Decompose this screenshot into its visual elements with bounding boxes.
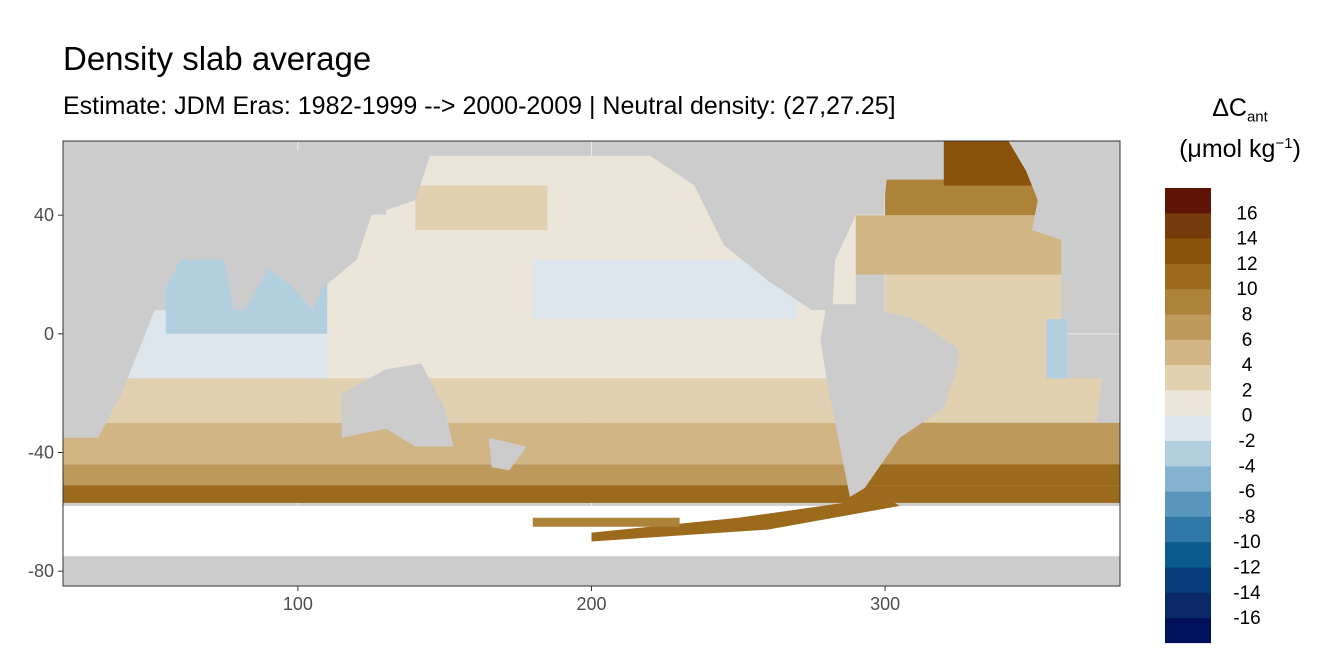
legend-label: 14 <box>1236 229 1258 250</box>
ocean-natl <box>855 215 1062 275</box>
legend-swatch <box>1165 339 1211 366</box>
legend-label: -10 <box>1233 532 1260 553</box>
x-axis: 100 200 300 <box>283 586 900 614</box>
legend-swatch <box>1165 415 1211 442</box>
land-australia <box>341 363 454 447</box>
legend-swatch <box>1165 491 1211 518</box>
legend-swatch <box>1165 567 1211 594</box>
legend-label: -8 <box>1239 507 1256 528</box>
legend-swatch <box>1165 213 1211 240</box>
legend-label: 12 <box>1236 254 1257 275</box>
land-africa-east-wrap <box>1096 348 1120 423</box>
y-tick-label: -80 <box>28 561 54 581</box>
y-tick-label: -40 <box>28 443 54 463</box>
ocean-ross <box>532 517 680 527</box>
land-europe-africa-east <box>1008 141 1120 319</box>
legend-label: -2 <box>1239 431 1256 452</box>
land-masses <box>63 141 1120 586</box>
legend-swatch <box>1165 238 1211 265</box>
ocean-pacific-eq <box>532 259 797 319</box>
x-tick-label: 100 <box>283 594 313 614</box>
legend-swatch <box>1165 263 1211 290</box>
legend-label: 4 <box>1242 355 1253 376</box>
legend-swatch <box>1165 592 1211 619</box>
legend-label: -16 <box>1233 608 1260 629</box>
legend-swatch <box>1165 441 1211 467</box>
legend-symbol: ΔCant <box>1212 94 1268 126</box>
land-antarctica <box>63 556 1120 586</box>
legend-label: 0 <box>1242 406 1253 427</box>
chart-title: Density slab average <box>63 40 372 77</box>
legend-label: -12 <box>1233 558 1260 579</box>
ocean-weddell <box>591 497 900 542</box>
legend-swatch <box>1165 390 1211 417</box>
x-tick-label: 200 <box>576 594 606 614</box>
legend-swatch <box>1165 289 1211 315</box>
legend-label: -6 <box>1239 482 1256 503</box>
land-africa-asia <box>63 141 430 438</box>
legend-swatch <box>1165 542 1211 568</box>
ocean-satl-band <box>855 422 1120 465</box>
land-north-america <box>591 141 891 311</box>
map-panel <box>63 141 1120 586</box>
legend-swatch <box>1165 314 1211 341</box>
y-axis: 40 0 -40 -80 <box>28 205 63 581</box>
legend-swatch <box>1165 516 1211 543</box>
ocean-natl-north <box>885 179 1062 216</box>
legend-label: 16 <box>1236 203 1257 224</box>
legend-swatch-end <box>1165 618 1211 644</box>
legend-unit: (μmol kg−1) <box>1179 135 1301 164</box>
x-tick-label: 300 <box>870 594 900 614</box>
y-tick-label: 0 <box>44 324 54 344</box>
legend-label: 8 <box>1242 305 1253 326</box>
legend-colorbar: 16 14 12 10 8 6 4 2 0 -2 -4 -6 -8 -10 -12 -14 -16 <box>1165 188 1261 644</box>
legend-title: ΔCant (μmol kg−1) <box>1160 88 1320 169</box>
y-tick-label: 40 <box>34 205 54 225</box>
legend-swatch <box>1165 466 1211 493</box>
land-south-america <box>820 304 959 497</box>
chart-subtitle: Estimate: JDM Eras: 1982-1999 --> 2000-2… <box>63 92 896 120</box>
land-new-zealand <box>488 437 527 471</box>
legend-label: 2 <box>1242 380 1253 401</box>
legend-label: 6 <box>1242 330 1253 351</box>
ocean-satl-deep <box>855 464 1120 486</box>
legend-label: -14 <box>1233 583 1261 604</box>
legend-swatch <box>1165 188 1211 214</box>
legend-label: -4 <box>1239 456 1256 477</box>
ocean-band-s1 <box>63 485 1120 503</box>
ocean-gulf-guinea <box>1046 319 1068 379</box>
ocean-band-s4 <box>63 378 1120 423</box>
legend-swatch <box>1165 365 1211 391</box>
legend-label: 10 <box>1236 279 1257 300</box>
ocean-kuroshio <box>415 185 548 230</box>
